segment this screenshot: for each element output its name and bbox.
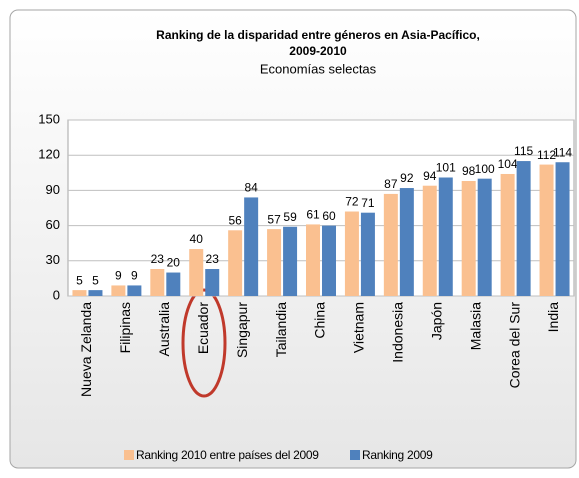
bar: [500, 173, 515, 296]
x-tick-label: Australia: [156, 302, 172, 357]
value-label: 87: [384, 177, 398, 191]
bar: [228, 230, 243, 296]
x-tick-label: Indonesia: [390, 302, 406, 363]
value-label: 112: [537, 148, 556, 162]
value-label: 100: [475, 162, 495, 176]
y-tick-label: 60: [46, 217, 60, 232]
bar: [244, 197, 259, 296]
value-label: 114: [553, 145, 572, 159]
bar: [539, 164, 554, 296]
bar: [422, 185, 437, 296]
x-tick-label: Nueva Zelanda: [78, 302, 94, 397]
x-tick-label: Corea del Sur: [506, 302, 522, 389]
bar: [88, 290, 103, 296]
value-label: 40: [190, 232, 204, 246]
value-label: 61: [306, 208, 320, 222]
bar: [383, 193, 398, 296]
bar: [344, 211, 359, 296]
y-tick-label: 30: [46, 252, 60, 267]
value-label: 104: [498, 157, 518, 171]
value-label: 92: [400, 171, 414, 185]
x-tick-label: Japón: [428, 302, 444, 340]
bar: [461, 181, 476, 296]
bar: [322, 225, 336, 296]
legend-swatch: [124, 450, 134, 460]
bar: [166, 272, 181, 296]
value-label: 59: [283, 210, 297, 224]
value-label: 57: [267, 212, 281, 226]
value-label: 5: [76, 273, 83, 287]
value-label: 115: [514, 144, 533, 158]
value-label: 94: [423, 169, 437, 183]
legend-label: Ranking 2010 entre países del 2009: [136, 448, 319, 462]
value-label: 72: [345, 195, 359, 209]
bar: [555, 162, 570, 296]
bar: [205, 269, 220, 296]
bar: [360, 212, 375, 296]
x-tick-label: Malasia: [467, 302, 483, 350]
bar: [438, 177, 453, 296]
bar: [516, 161, 531, 296]
x-tick-label: Ecuador: [195, 302, 211, 354]
highlight-ellipse: [181, 288, 227, 398]
value-label: 9: [115, 269, 122, 283]
bar: [477, 178, 492, 296]
value-label: 60: [322, 209, 336, 223]
legend-label: Ranking 2009: [362, 448, 433, 462]
value-label: 23: [151, 252, 165, 266]
value-label: 9: [131, 269, 138, 283]
bar: [111, 285, 126, 296]
value-label: 23: [206, 252, 220, 266]
bar: [72, 290, 87, 296]
chart-title: Ranking de la disparidad entre géneros e…: [156, 28, 480, 42]
value-label: 98: [462, 164, 476, 178]
bar: [150, 269, 165, 296]
bar: [127, 285, 142, 296]
x-tick-label: Filipinas: [117, 302, 133, 353]
bar: [283, 226, 298, 296]
chart-subtitle: Economías selectas: [260, 61, 377, 76]
bar: [399, 188, 414, 296]
bar: [189, 249, 204, 296]
x-tick-label: Singapur: [234, 302, 250, 358]
x-tick-label: China: [312, 302, 328, 339]
plot-area: [67, 119, 575, 297]
y-tick-label: 90: [46, 182, 60, 197]
y-tick-label: 120: [38, 147, 60, 162]
x-tick-label: Tailandia: [273, 302, 289, 357]
bar: [267, 229, 282, 296]
x-tick-label: Vietnam: [351, 302, 367, 353]
value-label: 101: [436, 161, 456, 175]
value-label: 5: [92, 273, 99, 287]
value-label: 71: [361, 196, 375, 210]
value-label: 84: [244, 181, 258, 195]
y-tick-label: 0: [53, 287, 60, 302]
chart-title: 2009-2010: [289, 44, 347, 58]
x-tick-label: India: [545, 302, 561, 333]
value-label: 20: [167, 256, 181, 270]
bar: [306, 224, 320, 296]
value-label: 56: [228, 213, 242, 227]
y-tick-label: 150: [38, 111, 60, 126]
legend-swatch: [350, 450, 360, 460]
